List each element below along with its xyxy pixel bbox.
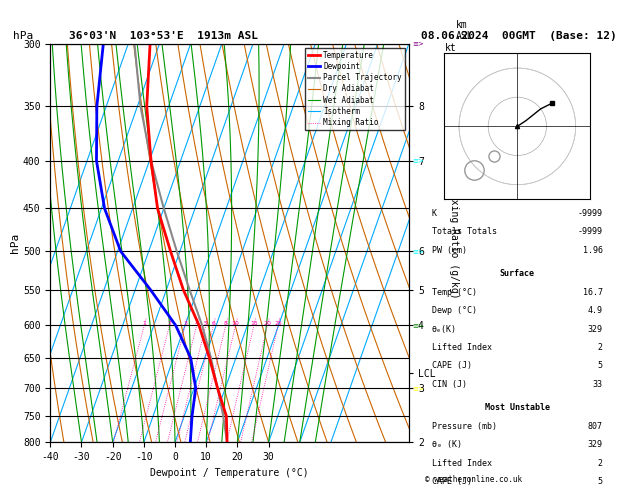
Text: 5: 5	[598, 477, 603, 486]
Text: 4.9: 4.9	[587, 306, 603, 315]
Text: hPa: hPa	[13, 31, 33, 41]
Text: -9999: -9999	[577, 227, 603, 236]
Text: 2: 2	[167, 321, 172, 326]
Text: 2: 2	[598, 459, 603, 468]
Text: 8: 8	[224, 321, 228, 326]
Y-axis label: hPa: hPa	[10, 233, 20, 253]
Text: 5: 5	[204, 321, 208, 326]
Text: 1.96: 1.96	[582, 246, 603, 255]
Text: 329: 329	[587, 325, 603, 333]
Text: 1: 1	[142, 321, 146, 326]
Text: -9999: -9999	[577, 209, 603, 218]
Text: 08.06.2024  00GMT  (Base: 12): 08.06.2024 00GMT (Base: 12)	[421, 31, 617, 41]
Text: Dewp (°C): Dewp (°C)	[432, 306, 477, 315]
Text: Surface: Surface	[500, 269, 535, 278]
Text: 6: 6	[211, 321, 215, 326]
Text: θₑ(K): θₑ(K)	[432, 325, 457, 333]
Text: 36°03'N  103°53'E  1913m ASL: 36°03'N 103°53'E 1913m ASL	[69, 31, 258, 41]
Text: θₑ (K): θₑ (K)	[432, 440, 462, 449]
Text: 33: 33	[593, 380, 603, 389]
Text: 2: 2	[598, 343, 603, 352]
Text: Temp (°C): Temp (°C)	[432, 288, 477, 296]
Text: ≡>: ≡>	[412, 322, 424, 329]
Text: Most Unstable: Most Unstable	[485, 403, 550, 412]
Text: 807: 807	[587, 422, 603, 431]
Text: Lifted Index: Lifted Index	[432, 343, 492, 352]
Text: Lifted Index: Lifted Index	[432, 459, 492, 468]
Text: PW (cm): PW (cm)	[432, 246, 467, 255]
Text: ≡>: ≡>	[412, 385, 424, 391]
Text: ≡>: ≡>	[412, 41, 424, 47]
Text: CIN (J): CIN (J)	[432, 380, 467, 389]
Legend: Temperature, Dewpoint, Parcel Trajectory, Dry Adiabat, Wet Adiabat, Isotherm, Mi: Temperature, Dewpoint, Parcel Trajectory…	[305, 48, 405, 130]
Text: Totals Totals: Totals Totals	[432, 227, 497, 236]
Y-axis label: Mixing Ratio (g/kg): Mixing Ratio (g/kg)	[449, 187, 459, 299]
Text: 10: 10	[231, 321, 240, 326]
Text: 25: 25	[274, 321, 282, 326]
Text: 4: 4	[194, 321, 199, 326]
X-axis label: Dewpoint / Temperature (°C): Dewpoint / Temperature (°C)	[150, 468, 309, 478]
Text: 16.7: 16.7	[582, 288, 603, 296]
Text: Pressure (mb): Pressure (mb)	[432, 422, 497, 431]
Text: CAPE (J): CAPE (J)	[432, 362, 472, 370]
Text: kt: kt	[445, 43, 456, 53]
Text: © weatheronline.co.uk: © weatheronline.co.uk	[425, 474, 521, 484]
Text: 20: 20	[264, 321, 271, 326]
Text: ≡>: ≡>	[412, 157, 424, 164]
Text: ≡>: ≡>	[412, 248, 424, 254]
Text: km
ASL: km ASL	[456, 20, 474, 41]
Text: 15: 15	[250, 321, 258, 326]
Text: K: K	[432, 209, 437, 218]
Text: 5: 5	[598, 362, 603, 370]
Text: 3: 3	[183, 321, 187, 326]
Text: 329: 329	[587, 440, 603, 449]
Text: CAPE (J): CAPE (J)	[432, 477, 472, 486]
